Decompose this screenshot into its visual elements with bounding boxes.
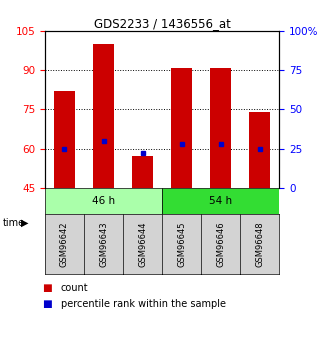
Text: percentile rank within the sample: percentile rank within the sample [61, 299, 226, 308]
Text: GSM96642: GSM96642 [60, 221, 69, 267]
Text: 46 h: 46 h [92, 196, 115, 206]
Text: time: time [3, 218, 25, 227]
Bar [210, 68, 231, 188]
Bar [171, 68, 192, 188]
Bar [45, 188, 162, 214]
Bar [54, 91, 75, 188]
Text: GSM96643: GSM96643 [99, 221, 108, 267]
Bar [93, 44, 114, 188]
Text: count: count [61, 283, 89, 293]
Bar [249, 112, 271, 188]
Text: GSM96644: GSM96644 [138, 221, 147, 267]
Bar [162, 188, 279, 214]
Text: ■: ■ [42, 283, 51, 293]
Text: ▶: ▶ [21, 218, 28, 227]
Text: ■: ■ [42, 299, 51, 308]
Text: 54 h: 54 h [209, 196, 232, 206]
Text: GSM96648: GSM96648 [255, 221, 264, 267]
Title: GDS2233 / 1436556_at: GDS2233 / 1436556_at [94, 17, 230, 30]
Bar [132, 156, 153, 188]
Text: GSM96646: GSM96646 [216, 221, 225, 267]
Text: GSM96645: GSM96645 [177, 221, 186, 267]
